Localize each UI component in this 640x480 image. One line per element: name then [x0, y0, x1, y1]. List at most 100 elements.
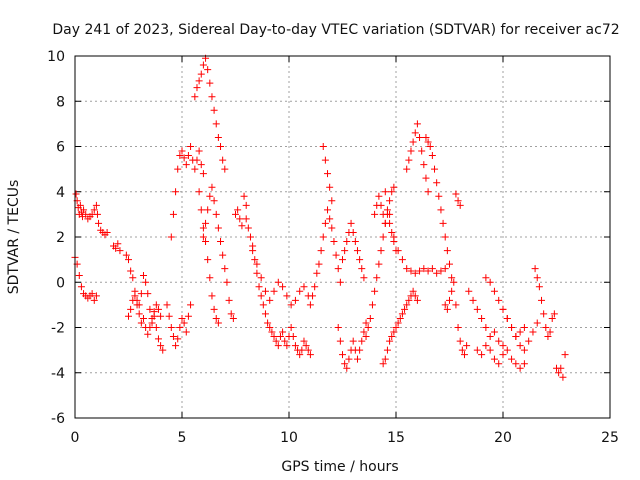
y-tick-label: 0 — [56, 275, 65, 291]
data-point — [129, 296, 137, 304]
data-point — [309, 292, 317, 300]
data-point — [165, 312, 173, 320]
data-point — [253, 269, 261, 277]
data-point — [353, 247, 361, 255]
data-point — [328, 197, 336, 205]
y-tick-label: -4 — [51, 366, 65, 382]
data-point — [326, 183, 334, 191]
data-point — [559, 373, 567, 381]
y-tick-label: 2 — [56, 230, 65, 246]
data-point — [152, 324, 160, 331]
data-point — [403, 301, 411, 309]
data-point — [261, 287, 269, 295]
data-point — [139, 314, 147, 322]
data-point — [362, 333, 370, 341]
data-point — [392, 324, 400, 331]
data-point — [259, 301, 267, 309]
data-point — [142, 278, 150, 286]
data-point — [533, 274, 541, 282]
data-point — [441, 301, 449, 309]
y-tick-label: -6 — [51, 411, 65, 427]
data-point — [214, 319, 222, 327]
data-point — [306, 301, 314, 309]
data-point — [478, 351, 486, 359]
data-point — [154, 305, 162, 313]
data-point — [411, 269, 419, 277]
data-point — [264, 319, 272, 327]
data-point — [473, 305, 481, 313]
x-tick-label: 20 — [494, 430, 512, 446]
data-point — [495, 337, 503, 345]
data-point — [272, 337, 280, 345]
data-point — [221, 165, 229, 173]
data-point — [388, 188, 396, 196]
data-point — [454, 324, 462, 331]
data-point — [238, 222, 246, 230]
data-point — [302, 342, 310, 350]
data-point — [266, 324, 274, 331]
data-point — [334, 324, 342, 331]
x-tick-label: 15 — [387, 430, 405, 446]
data-point — [167, 324, 175, 331]
data-point — [469, 296, 477, 304]
data-point — [210, 106, 218, 114]
data-point — [116, 247, 124, 255]
data-point — [330, 238, 338, 246]
data-point — [133, 301, 141, 309]
data-point — [371, 210, 379, 218]
data-point — [324, 170, 332, 178]
data-point — [324, 206, 332, 214]
data-point — [358, 265, 366, 273]
data-point — [379, 360, 387, 368]
data-point — [255, 283, 263, 291]
data-point — [163, 301, 171, 309]
data-point — [452, 301, 460, 309]
data-point — [244, 224, 252, 232]
data-point — [486, 333, 494, 341]
data-point — [112, 244, 120, 252]
data-point — [390, 233, 398, 241]
data-point — [456, 201, 464, 209]
data-point — [482, 324, 490, 331]
data-point — [202, 219, 210, 227]
data-point — [191, 93, 199, 101]
data-point — [437, 267, 445, 275]
data-point — [197, 206, 205, 214]
data-point — [287, 324, 295, 331]
data-point — [187, 143, 195, 150]
data-point — [172, 342, 180, 350]
data-point — [482, 274, 490, 282]
data-point — [146, 305, 154, 313]
data-point — [548, 314, 556, 322]
data-point — [144, 290, 152, 298]
data-point — [157, 342, 165, 350]
data-point — [508, 355, 516, 363]
data-point — [544, 333, 552, 341]
data-point — [137, 319, 145, 327]
chart-title: Day 241 of 2023, Sidereal Day-to-day VTE… — [52, 22, 619, 38]
data-point — [390, 183, 398, 191]
data-point — [351, 238, 359, 246]
data-point — [409, 138, 417, 146]
data-point — [287, 301, 295, 309]
x-tick-label: 0 — [71, 430, 80, 446]
data-point — [520, 360, 528, 368]
data-point — [341, 247, 349, 255]
data-point — [473, 346, 481, 354]
data-point — [236, 215, 244, 223]
data-point — [499, 351, 507, 359]
data-point — [291, 342, 299, 350]
data-point — [199, 61, 207, 69]
data-point — [420, 161, 428, 169]
data-point — [261, 310, 269, 318]
data-point — [114, 240, 122, 248]
data-point — [279, 328, 287, 336]
data-point — [154, 335, 162, 343]
data-point — [270, 287, 278, 295]
data-point — [490, 328, 498, 336]
data-point — [525, 337, 533, 345]
data-point — [172, 188, 180, 196]
data-point — [283, 292, 291, 300]
data-point — [122, 251, 130, 259]
